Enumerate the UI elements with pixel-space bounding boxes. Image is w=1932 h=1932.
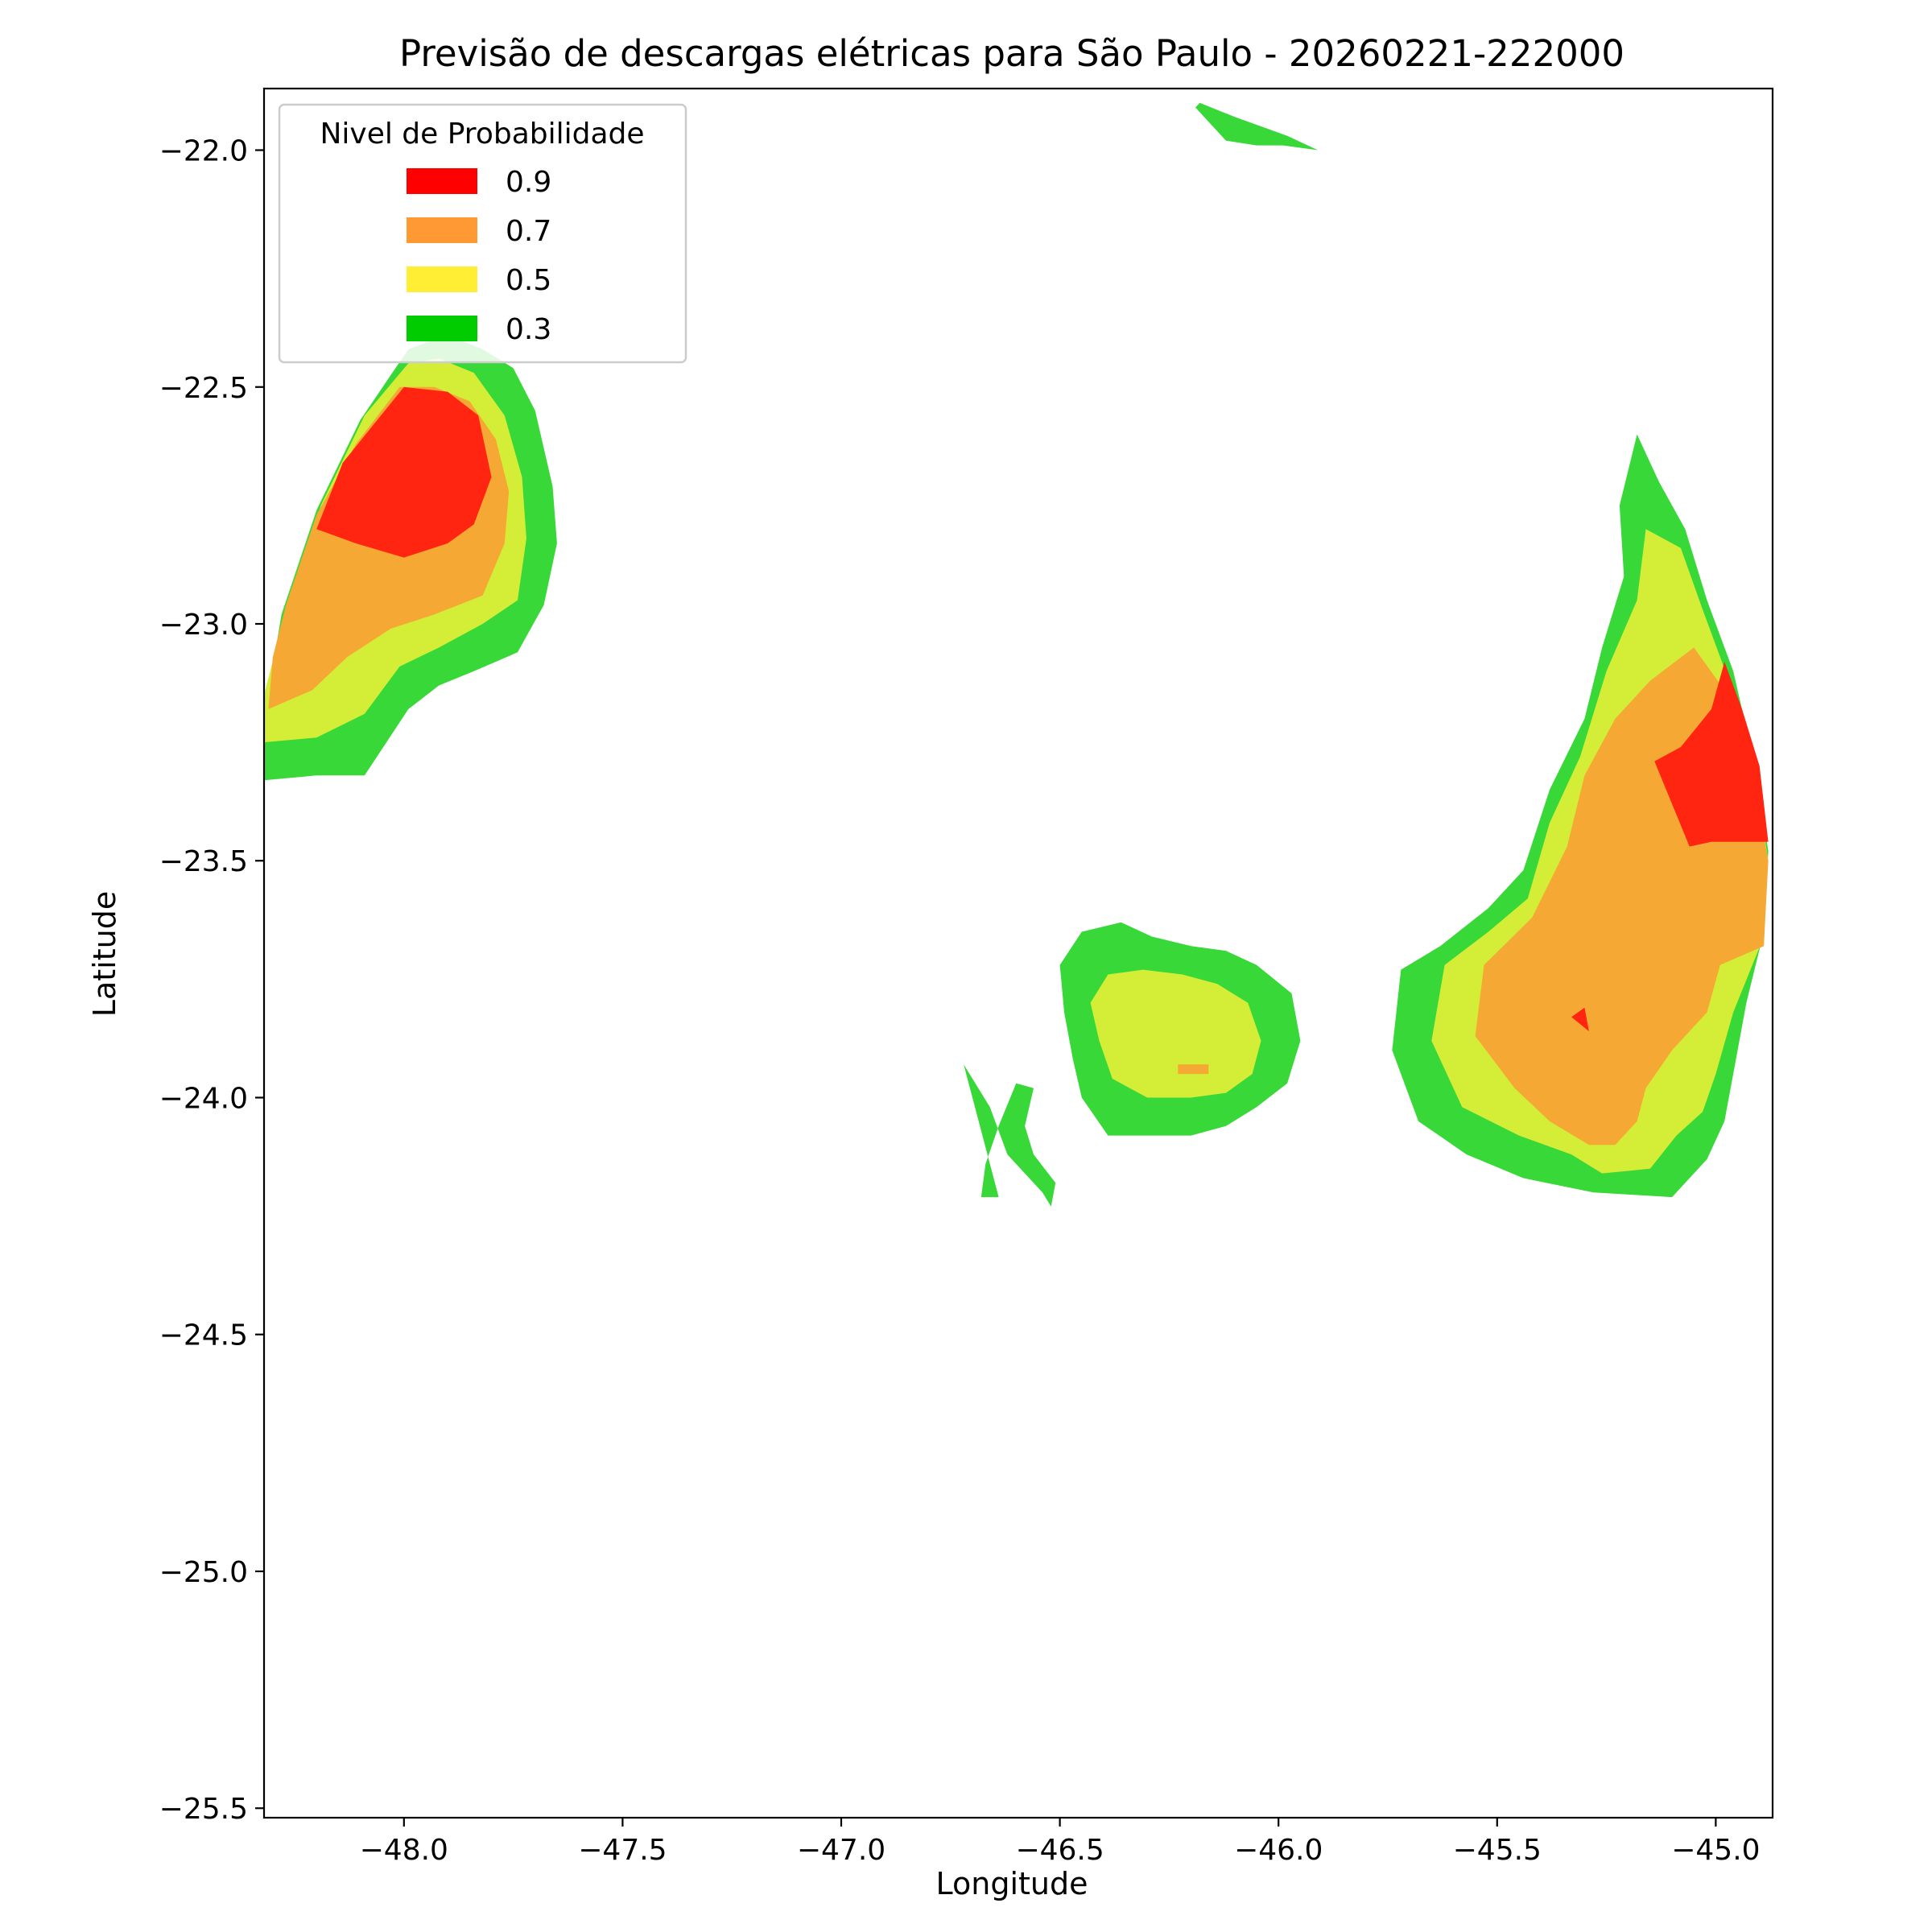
contour-region-05-6 [1090, 969, 1261, 1098]
y-axis-label: Latitude [87, 891, 122, 1017]
contour-region-03-8 [964, 1064, 1056, 1207]
y-tick-label: −24.0 [159, 1082, 248, 1115]
x-tick-label: −45.5 [1453, 1834, 1542, 1867]
contour-region-09-4 [316, 386, 492, 558]
x-tick-label: −46.0 [1234, 1834, 1323, 1867]
y-tick-label: −22.5 [159, 372, 248, 405]
y-axis: −22.0 −22.5 −23.0 −23.5 −24.0 −24.5 −25.0 −25.5 [159, 135, 264, 1826]
legend: Nivel de Probabilidade 0.9 0.7 0.5 0.3 [278, 103, 687, 364]
y-tick-label: −23.5 [159, 845, 248, 878]
legend-title: Nivel de Probabilidade [320, 118, 644, 151]
x-axis: −48.0 −47.5 −47.0 −46.5 −46.0 −45.5 −45.0 [360, 1818, 1761, 1867]
x-tick-label: −47.0 [797, 1834, 886, 1867]
legend-swatch [407, 168, 477, 194]
y-tick-label: −23.0 [159, 609, 248, 642]
legend-label: 0.3 [506, 313, 551, 346]
contour-region-09-13 [1571, 1007, 1589, 1032]
y-tick-label: −22.0 [159, 135, 248, 168]
y-tick-label: −25.0 [159, 1556, 248, 1589]
chart-title: Previsão de descargas elétricas para São… [399, 32, 1624, 75]
legend-label: 0.9 [506, 166, 551, 199]
x-tick-label: −47.5 [578, 1834, 667, 1867]
contour-region-07-7 [1178, 1064, 1209, 1075]
legend-entries: 0.9 0.7 0.5 0.3 [407, 166, 551, 346]
legend-swatch [407, 316, 477, 341]
legend-label: 0.7 [506, 215, 551, 248]
x-tick-label: −46.5 [1015, 1834, 1104, 1867]
contour-region-09-12 [1654, 662, 1769, 847]
legend-swatch [407, 217, 477, 243]
contour-region-03-0 [1195, 102, 1319, 151]
contour-regions [264, 102, 1769, 1207]
legend-label: 0.5 [506, 264, 551, 297]
x-axis-label: Longitude [936, 1866, 1088, 1901]
legend-box [278, 103, 687, 364]
x-tick-label: −45.0 [1671, 1834, 1760, 1867]
x-tick-label: −48.0 [360, 1834, 448, 1867]
legend-swatch [407, 266, 477, 292]
plot-frame [262, 87, 1774, 1819]
y-tick-label: −24.5 [159, 1319, 248, 1352]
y-tick-label: −25.5 [159, 1793, 248, 1826]
